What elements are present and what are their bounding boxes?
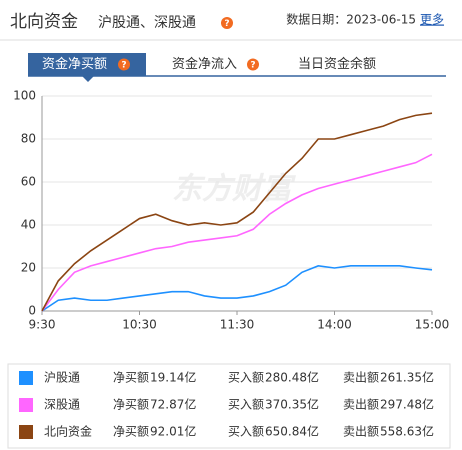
watermark: 东方财富 [172, 172, 296, 207]
summary-box [7, 363, 451, 449]
title: 北向资金 [10, 12, 78, 32]
net-value: 92.01亿 [150, 424, 196, 439]
buy-label: 买入额 [228, 398, 264, 412]
help-icon[interactable] [247, 58, 259, 71]
series-line [41, 153, 433, 312]
sell-label: 卖出额 [343, 398, 379, 412]
buy-label: 买入额 [228, 371, 264, 385]
help-icon[interactable] [221, 17, 233, 29]
net-label: 净买额 [113, 371, 149, 385]
buy-value: 370.35亿 [265, 397, 319, 412]
series-line [41, 265, 433, 312]
x-tick-label: 9:30 [29, 318, 56, 332]
tab[interactable]: 资金净买额 [42, 56, 107, 72]
active-tab[interactable] [28, 53, 146, 76]
subtitle: 沪股通、深股通 [98, 15, 196, 31]
legend-label: 沪股通 [44, 371, 80, 385]
x-tick-label: 14:00 [317, 318, 352, 332]
y-tick-label: 60 [21, 175, 36, 189]
help-icon-mark: ? [250, 61, 255, 71]
tab[interactable]: 资金净流入 [172, 56, 237, 72]
series-line [41, 112, 433, 312]
x-tick-label: 11:30 [220, 318, 255, 332]
x-tick-label: 10:30 [122, 318, 157, 332]
y-tick-label: 80 [21, 132, 36, 146]
tab-pointer [82, 76, 94, 82]
buy-value: 280.48亿 [265, 370, 319, 385]
data-date: 数据日期：2023-06-15 [286, 12, 416, 27]
y-tick-label: 20 [21, 261, 36, 275]
legend-label: 北向资金 [44, 424, 92, 439]
legend-swatch [19, 398, 33, 412]
sell-label: 卖出额 [343, 425, 379, 439]
sell-value: 558.63亿 [380, 424, 434, 439]
more-link[interactable]: 更多 [420, 13, 444, 27]
legend-swatch [19, 425, 33, 439]
net-value: 72.87亿 [150, 397, 196, 412]
help-icon-mark: ? [121, 61, 126, 71]
x-tick-label: 15:00 [415, 318, 450, 332]
help-icon[interactable] [118, 58, 130, 71]
tab[interactable]: 当日资金余额 [298, 56, 376, 72]
net-label: 净买额 [113, 425, 149, 439]
help-icon-mark: ? [224, 19, 229, 29]
buy-label: 买入额 [228, 425, 264, 439]
net-label: 净买额 [113, 398, 149, 412]
y-tick-label: 0 [28, 304, 36, 318]
y-tick-label: 40 [21, 218, 36, 232]
legend-swatch [19, 371, 33, 385]
y-tick-label: 100 [13, 89, 36, 103]
sell-label: 卖出额 [343, 371, 379, 385]
sell-value: 297.48亿 [380, 397, 434, 412]
net-value: 19.14亿 [150, 370, 196, 385]
sell-value: 261.35亿 [380, 370, 434, 385]
buy-value: 650.84亿 [265, 424, 319, 439]
legend-label: 深股通 [44, 398, 80, 412]
